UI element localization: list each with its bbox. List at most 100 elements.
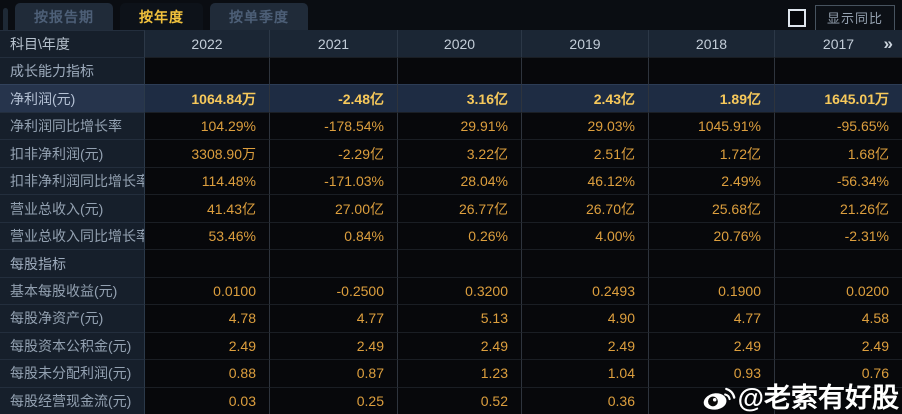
section-row: 成长能力指标 [0, 57, 902, 85]
value-cell [145, 57, 270, 85]
value-cell: -2.29亿 [270, 139, 398, 167]
value-cell: 20.76% [649, 221, 775, 250]
value-cell [522, 57, 649, 85]
table-row[interactable]: 扣非净利润同比增长率 114.48% -171.03% 28.04% 46.12% 2.4… [0, 166, 902, 195]
value-cell [649, 57, 775, 85]
header-year-2021: 2021 [270, 30, 398, 57]
row-label: 扣非净利润同比增长率 [0, 166, 145, 195]
value-cell: 0.52 [398, 386, 522, 414]
yoy-controls: 显示同比 [787, 5, 895, 31]
value-cell: -0.2500 [270, 276, 398, 305]
value-cell: 4.00% [522, 221, 649, 250]
value-cell: 0.03 [145, 386, 270, 414]
value-cell: 1.68亿 [775, 139, 902, 167]
value-cell: -56.34% [775, 166, 902, 195]
table-row[interactable]: 每股未分配利润(元) 0.88 0.87 1.23 1.04 0.93 0.76 [0, 359, 902, 387]
value-cell: 4.78 [145, 304, 270, 332]
row-label: 净利润同比增长率 [0, 111, 145, 140]
tab-by-report-period[interactable]: 按报告期 [15, 3, 113, 30]
value-cell: 4.58 [775, 304, 902, 332]
value-cell: 2.49 [270, 331, 398, 360]
value-cell: 0.76 [775, 359, 902, 387]
table-row[interactable]: 净利润同比增长率 104.29% -178.54% 29.91% 29.03% 1045.… [0, 111, 902, 140]
value-cell: 0.2493 [522, 276, 649, 305]
value-cell: 1045.91% [649, 111, 775, 140]
value-cell: 26.77亿 [398, 194, 522, 222]
table-row[interactable]: 营业总收入同比增长率 53.46% 0.84% 0.26% 4.00% 20.76% -2.… [0, 221, 902, 250]
tab-edge-decoration [3, 8, 8, 30]
row-label: 净利润(元) [0, 84, 145, 112]
table-row[interactable]: 净利润(元) 1064.84万 -2.48亿 3.16亿 2.43亿 1.89亿 1645.… [0, 84, 902, 112]
period-tabs-list: 按报告期 按年度 按单季度 [3, 3, 308, 30]
value-cell: 2.49 [145, 331, 270, 360]
value-cell: 0.3200 [398, 276, 522, 305]
value-cell: 0.25 [270, 386, 398, 414]
value-cell [522, 249, 649, 277]
value-cell: 1064.84万 [145, 84, 270, 112]
value-cell: 1.04 [522, 359, 649, 387]
value-cell: -178.54% [270, 111, 398, 140]
table-row[interactable]: 每股净资产(元) 4.78 4.77 5.13 4.90 4.77 4.58 [0, 304, 902, 332]
value-cell: 25.68亿 [649, 194, 775, 222]
value-cell: 0.84% [270, 221, 398, 250]
table-row[interactable]: 每股资本公积金(元) 2.49 2.49 2.49 2.49 2.49 2.49 [0, 331, 902, 360]
row-label: 每股净资产(元) [0, 304, 145, 332]
value-cell: 21.26亿 [775, 194, 902, 222]
value-cell: 41.43亿 [145, 194, 270, 222]
section-label: 每股指标 [0, 249, 145, 277]
tab-by-single-quarter[interactable]: 按单季度 [210, 3, 308, 30]
value-cell: 26.70亿 [522, 194, 649, 222]
value-cell: 4.77 [649, 304, 775, 332]
row-label: 扣非净利润(元) [0, 139, 145, 167]
value-cell [775, 249, 902, 277]
value-cell: 3.16亿 [398, 84, 522, 112]
row-label: 营业总收入(元) [0, 194, 145, 222]
value-cell: 0.0100 [145, 276, 270, 305]
value-cell: 0.93 [649, 359, 775, 387]
value-cell: 0.36 [522, 386, 649, 414]
row-label: 每股资本公积金(元) [0, 331, 145, 360]
value-cell [775, 57, 902, 85]
table-body: 成长能力指标 净利润(元) 1064.84万 -2.48亿 3.16亿 2.43亿 1.89… [0, 57, 902, 414]
show-yoy-button[interactable]: 显示同比 [814, 5, 895, 31]
row-label: 每股未分配利润(元) [0, 359, 145, 387]
value-cell: 27.00亿 [270, 194, 398, 222]
value-cell: 2.49% [649, 166, 775, 195]
header-year-2022: 2022 [145, 30, 270, 57]
value-cell: 1.89亿 [649, 84, 775, 112]
table-row[interactable]: 基本每股收益(元) 0.0100 -0.2500 0.3200 0.2493 0.1900… [0, 276, 902, 305]
table-row[interactable]: 每股经营现金流(元) 0.03 0.25 0.52 0.36 [0, 386, 902, 414]
value-cell: 3308.90万 [145, 139, 270, 167]
value-cell: 5.13 [398, 304, 522, 332]
value-cell [398, 57, 522, 85]
tab-by-year[interactable]: 按年度 [120, 3, 203, 30]
value-cell [145, 249, 270, 277]
header-year-2017: 2017» [822, 33, 893, 53]
value-cell: 2.49 [398, 331, 522, 360]
value-cell: 29.91% [398, 111, 522, 140]
value-cell: 114.48% [145, 166, 270, 195]
value-cell [398, 249, 522, 277]
row-label: 基本每股收益(元) [0, 276, 145, 305]
header-year-2020: 2020 [398, 30, 522, 57]
value-cell: -2.48亿 [270, 84, 398, 112]
show-yoy-checkbox[interactable] [787, 9, 806, 27]
value-cell: 0.88 [145, 359, 270, 387]
table-row[interactable]: 扣非净利润(元) 3308.90万 -2.29亿 3.22亿 2.51亿 1.72亿 1.6… [0, 139, 902, 167]
value-cell: 2.51亿 [522, 139, 649, 167]
value-cell: -95.65% [775, 111, 902, 140]
header-year-2018: 2018 [649, 30, 775, 57]
header-year-2019: 2019 [522, 30, 649, 57]
financial-table: 科目\年度 2022 2021 2020 2019 2018 2017» 成长能力指标 净利… [0, 30, 902, 414]
value-cell: 2.49 [522, 331, 649, 360]
value-cell: 53.46% [145, 221, 270, 250]
value-cell: -2.31% [775, 221, 902, 250]
more-years-chevron-icon[interactable]: » [883, 33, 893, 53]
value-cell: 0.1900 [649, 276, 775, 305]
value-cell: 0.0200 [775, 276, 902, 305]
value-cell: 4.90 [522, 304, 649, 332]
table-row[interactable]: 营业总收入(元) 41.43亿 27.00亿 26.77亿 26.70亿 25.68亿 21… [0, 194, 902, 222]
value-cell: 0.87 [270, 359, 398, 387]
value-cell [649, 386, 775, 414]
